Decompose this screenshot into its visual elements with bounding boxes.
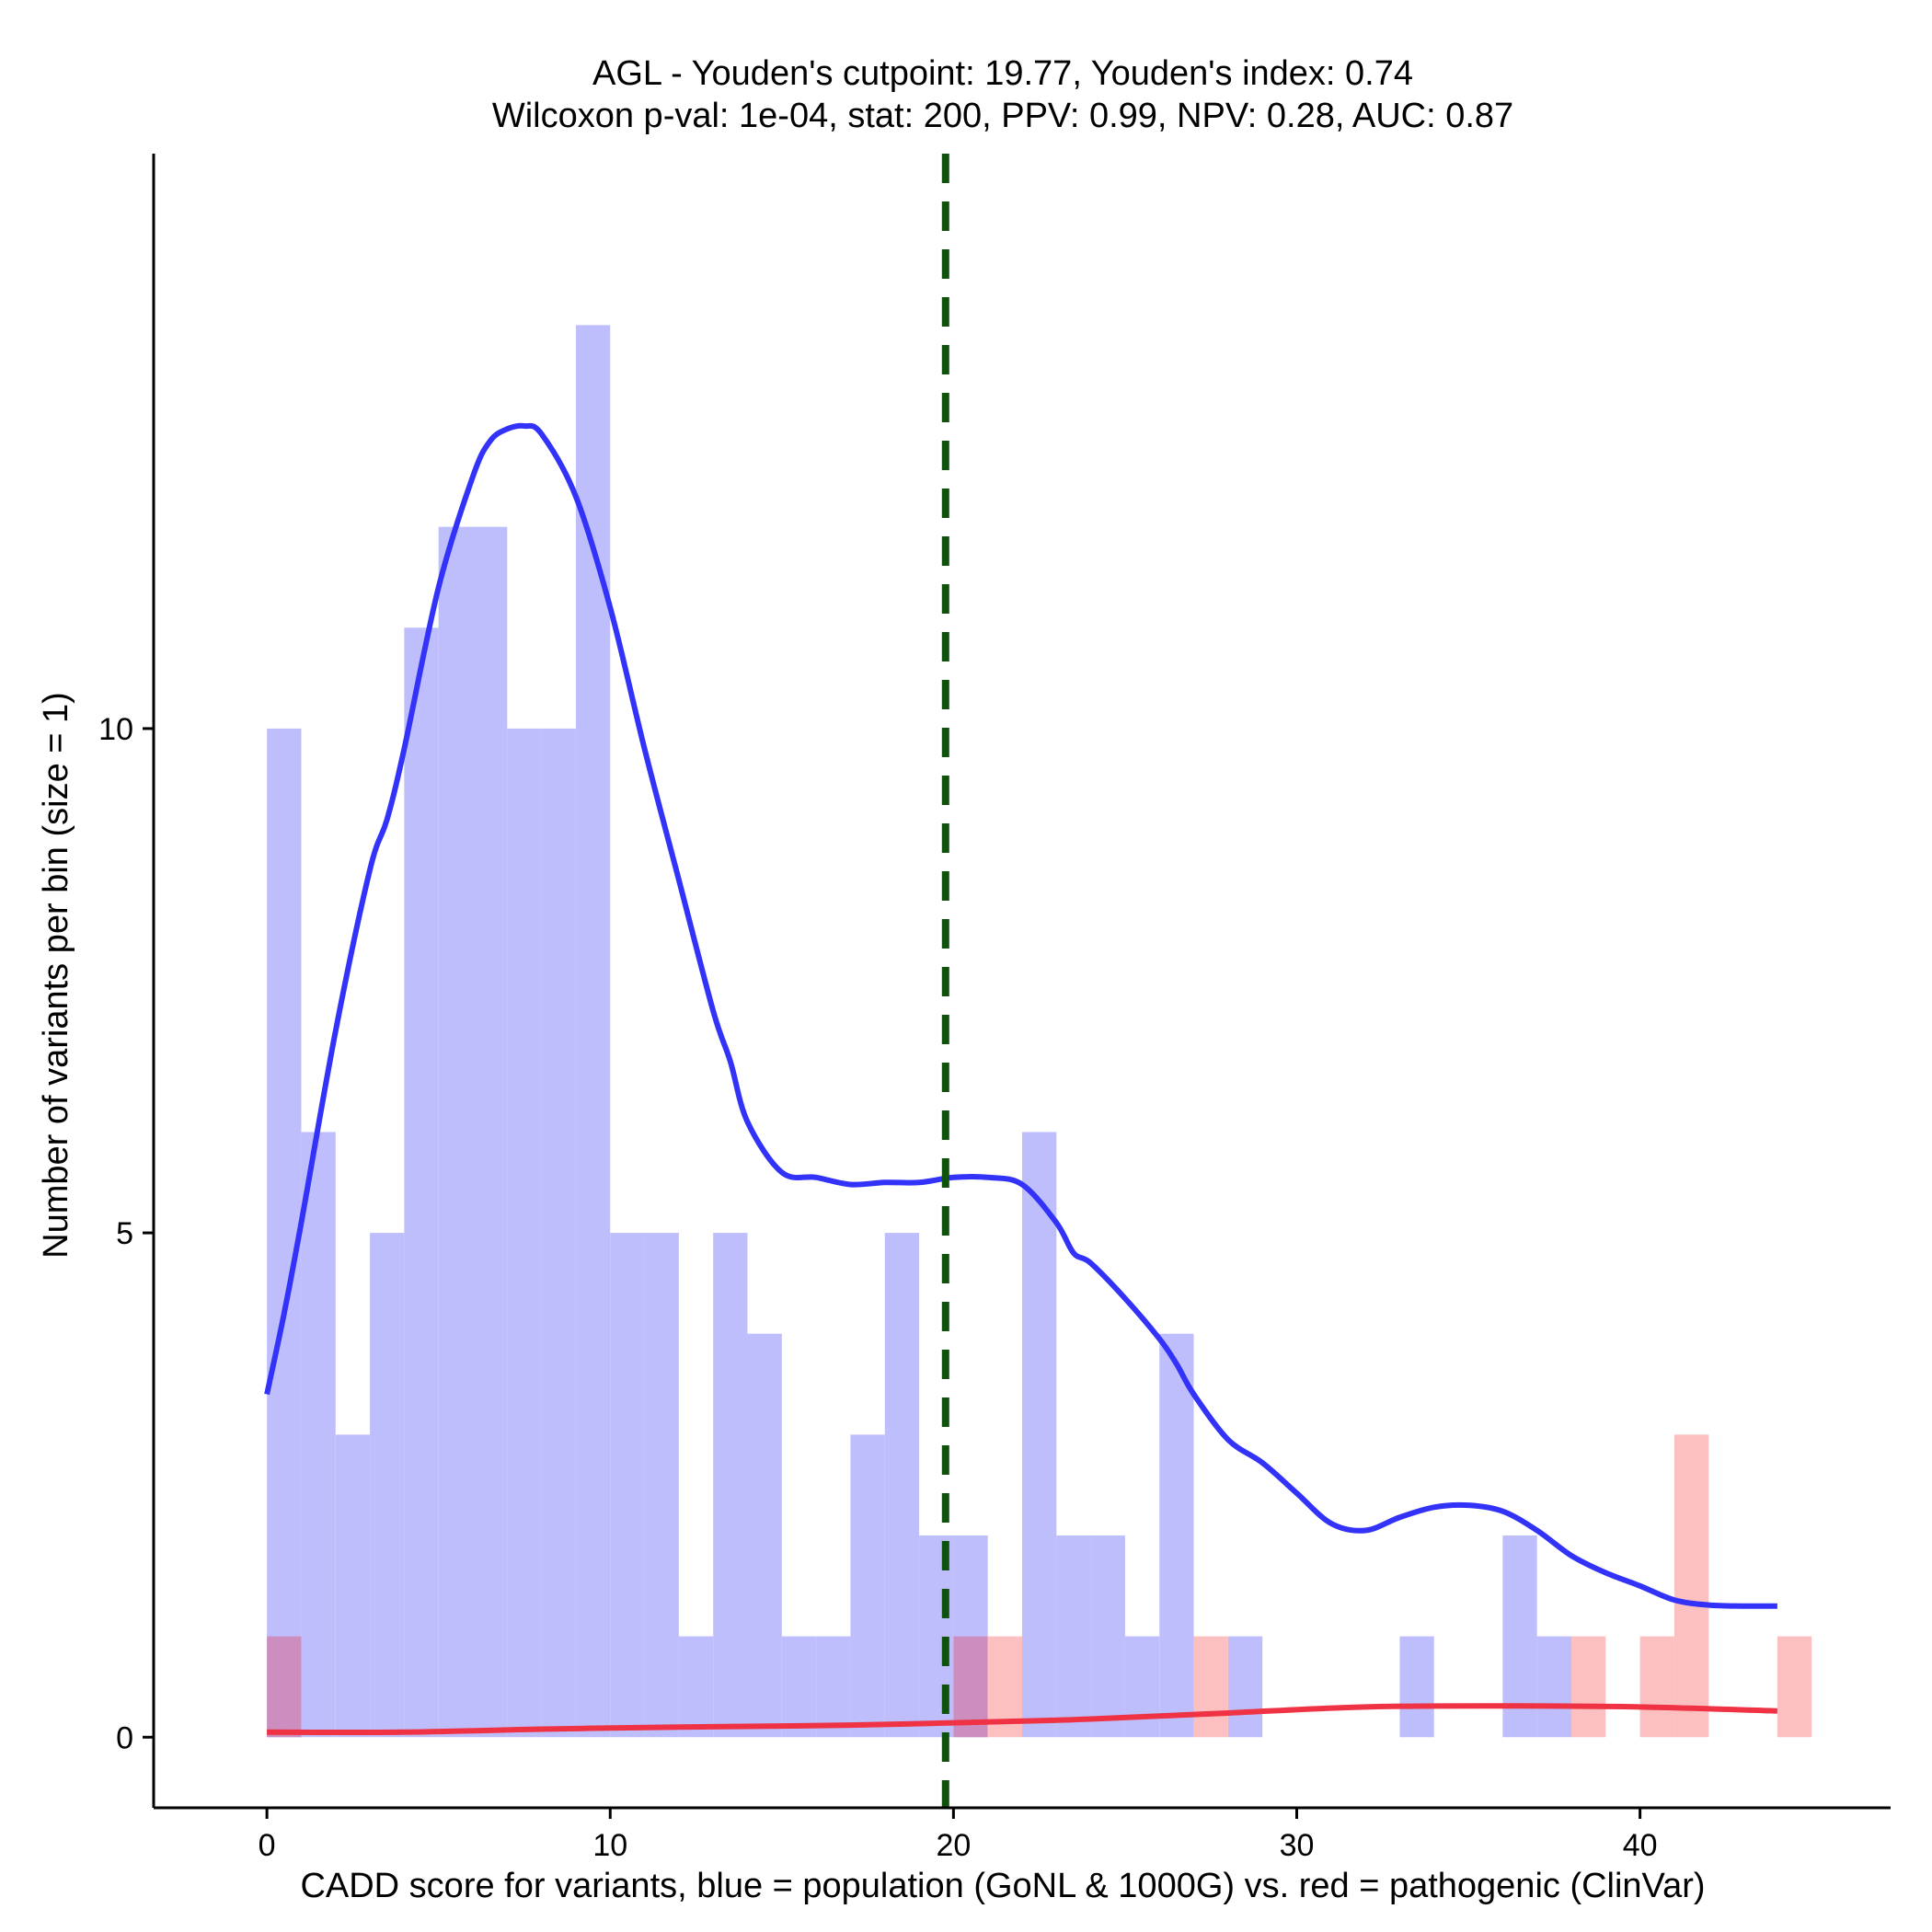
population-bar: [884, 1233, 920, 1738]
population-bar: [1056, 1535, 1091, 1738]
x-tick-label: 20: [936, 1828, 971, 1863]
population-bar: [1124, 1636, 1160, 1738]
pathogenic-bar: [1777, 1636, 1812, 1738]
population-bar: [781, 1636, 817, 1738]
population-bar: [335, 1434, 371, 1738]
population-bar: [1090, 1535, 1125, 1738]
population-bar: [747, 1333, 782, 1738]
population-bar: [816, 1636, 851, 1738]
pathogenic-bar: [1193, 1636, 1228, 1738]
population-bar: [1536, 1636, 1571, 1738]
pathogenic-density-line: [267, 1703, 1777, 1736]
population-bar: [678, 1636, 714, 1738]
x-tick-label: 10: [592, 1828, 627, 1863]
x-tick-label: 0: [259, 1828, 276, 1863]
population-bar: [301, 1132, 336, 1738]
y-tick-label: 5: [116, 1216, 133, 1251]
pathogenic-bar: [1570, 1636, 1606, 1738]
axes: 0 10 20 30 40 0 5 10: [98, 154, 1891, 1863]
population-bar: [610, 1233, 645, 1738]
population-density-line: [264, 422, 1777, 1609]
population-bar: [541, 728, 576, 1738]
population-bar: [1022, 1132, 1057, 1738]
population-bar: [1227, 1636, 1263, 1738]
population-bar: [370, 1233, 405, 1738]
population-bar: [644, 1233, 679, 1738]
population-bars: [267, 325, 1571, 1738]
population-bar: [850, 1434, 885, 1738]
chart-title: AGL - Youden's cutpoint: 19.77, Youden's…: [592, 54, 1413, 93]
density-curves: [264, 422, 1777, 1736]
y-tick-label: 0: [116, 1720, 133, 1755]
population-bar: [1399, 1636, 1434, 1738]
population-bar: [507, 728, 542, 1738]
chart-subtitle: Wilcoxon p-val: 1e-04, stat: 200, PPV: 0…: [492, 97, 1513, 135]
y-tick-label: 10: [98, 712, 133, 747]
population-bar: [267, 728, 302, 1738]
pathogenic-bar-overlap: [267, 1636, 302, 1738]
x-axis-title: CADD score for variants, blue = populati…: [300, 1867, 1705, 1905]
population-bar: [473, 526, 508, 1738]
pathogenic-bar: [1639, 1636, 1674, 1738]
x-tick-label: 40: [1623, 1828, 1658, 1863]
population-bar: [575, 325, 611, 1738]
pathogenic-bar: [1673, 1434, 1709, 1738]
population-bar: [1159, 1333, 1194, 1738]
x-tick-label: 30: [1280, 1828, 1315, 1863]
population-bar: [713, 1233, 748, 1738]
y-axis-title: Number of variants per bin (size = 1): [37, 692, 75, 1259]
population-bar: [404, 627, 439, 1738]
population-bar: [438, 526, 474, 1738]
